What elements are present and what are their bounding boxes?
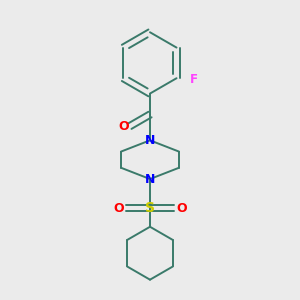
Text: O: O xyxy=(113,202,124,214)
Text: O: O xyxy=(119,120,129,133)
Text: O: O xyxy=(176,202,187,214)
Text: S: S xyxy=(145,201,155,215)
Text: N: N xyxy=(145,134,155,147)
Text: N: N xyxy=(145,172,155,185)
Text: F: F xyxy=(189,73,197,86)
